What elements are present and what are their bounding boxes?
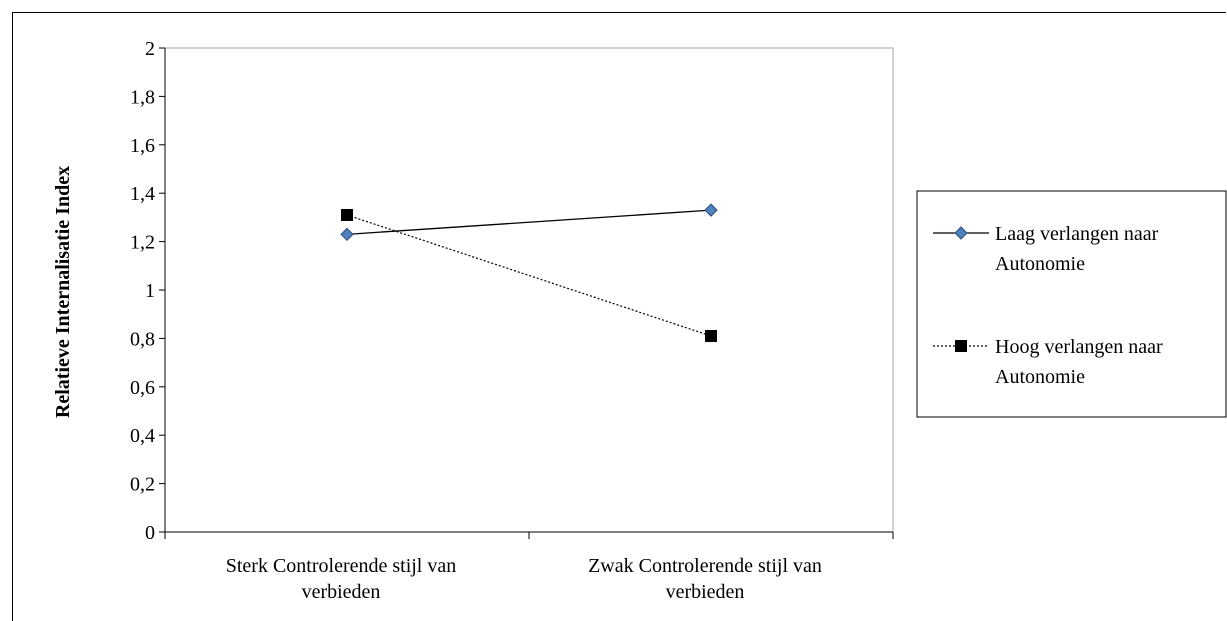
y-tick-label: 0,6 xyxy=(130,377,155,399)
y-axis-label: Relatieve Internalisatie Index xyxy=(52,166,74,418)
y-tick-label: 1,2 xyxy=(130,232,155,254)
legend-marker xyxy=(954,226,968,240)
series-line-2 xyxy=(346,214,712,337)
legend: Laag verlangen naar Autonomie Hoog verlang… xyxy=(916,190,1227,418)
y-tick-label: 1,8 xyxy=(130,86,155,108)
y-tick-label: 0,2 xyxy=(130,474,155,496)
legend-entry-2: Hoog verlangen naar Autonomie xyxy=(995,336,1163,388)
y-tick-label: 0 xyxy=(145,522,155,544)
legend-entry-1: Laag verlangen naar Autonomie xyxy=(995,223,1159,275)
series-layer xyxy=(340,203,718,342)
x-category-label: Sterk Controlerende stijl van verbieden xyxy=(226,555,457,603)
data-point-1 xyxy=(340,227,354,242)
y-axis: 0 0,2 0,4 0,6 0,8 1 1,2 1,4 1,6 1,8 2 xyxy=(130,38,166,544)
series-line-1 xyxy=(346,209,712,235)
y-tick-label: 1,4 xyxy=(130,183,155,205)
plot-area xyxy=(164,47,894,533)
legend-box xyxy=(916,190,1227,418)
x-category-label: Zwak Controlerende stijl van verbieden xyxy=(588,555,822,603)
legend-marker xyxy=(955,340,967,352)
data-point-2 xyxy=(705,329,717,342)
y-tick-label: 0,8 xyxy=(130,328,155,350)
x-axis: Sterk Controlerende stijl van verbieden Zw… xyxy=(164,531,894,603)
y-tick-label: 1,6 xyxy=(130,135,155,157)
y-tick-label: 0,4 xyxy=(130,425,155,447)
data-point-1 xyxy=(704,203,718,217)
data-point-2 xyxy=(341,208,353,221)
y-tick-label: 1 xyxy=(145,280,155,302)
y-tick-label: 2 xyxy=(145,38,155,60)
